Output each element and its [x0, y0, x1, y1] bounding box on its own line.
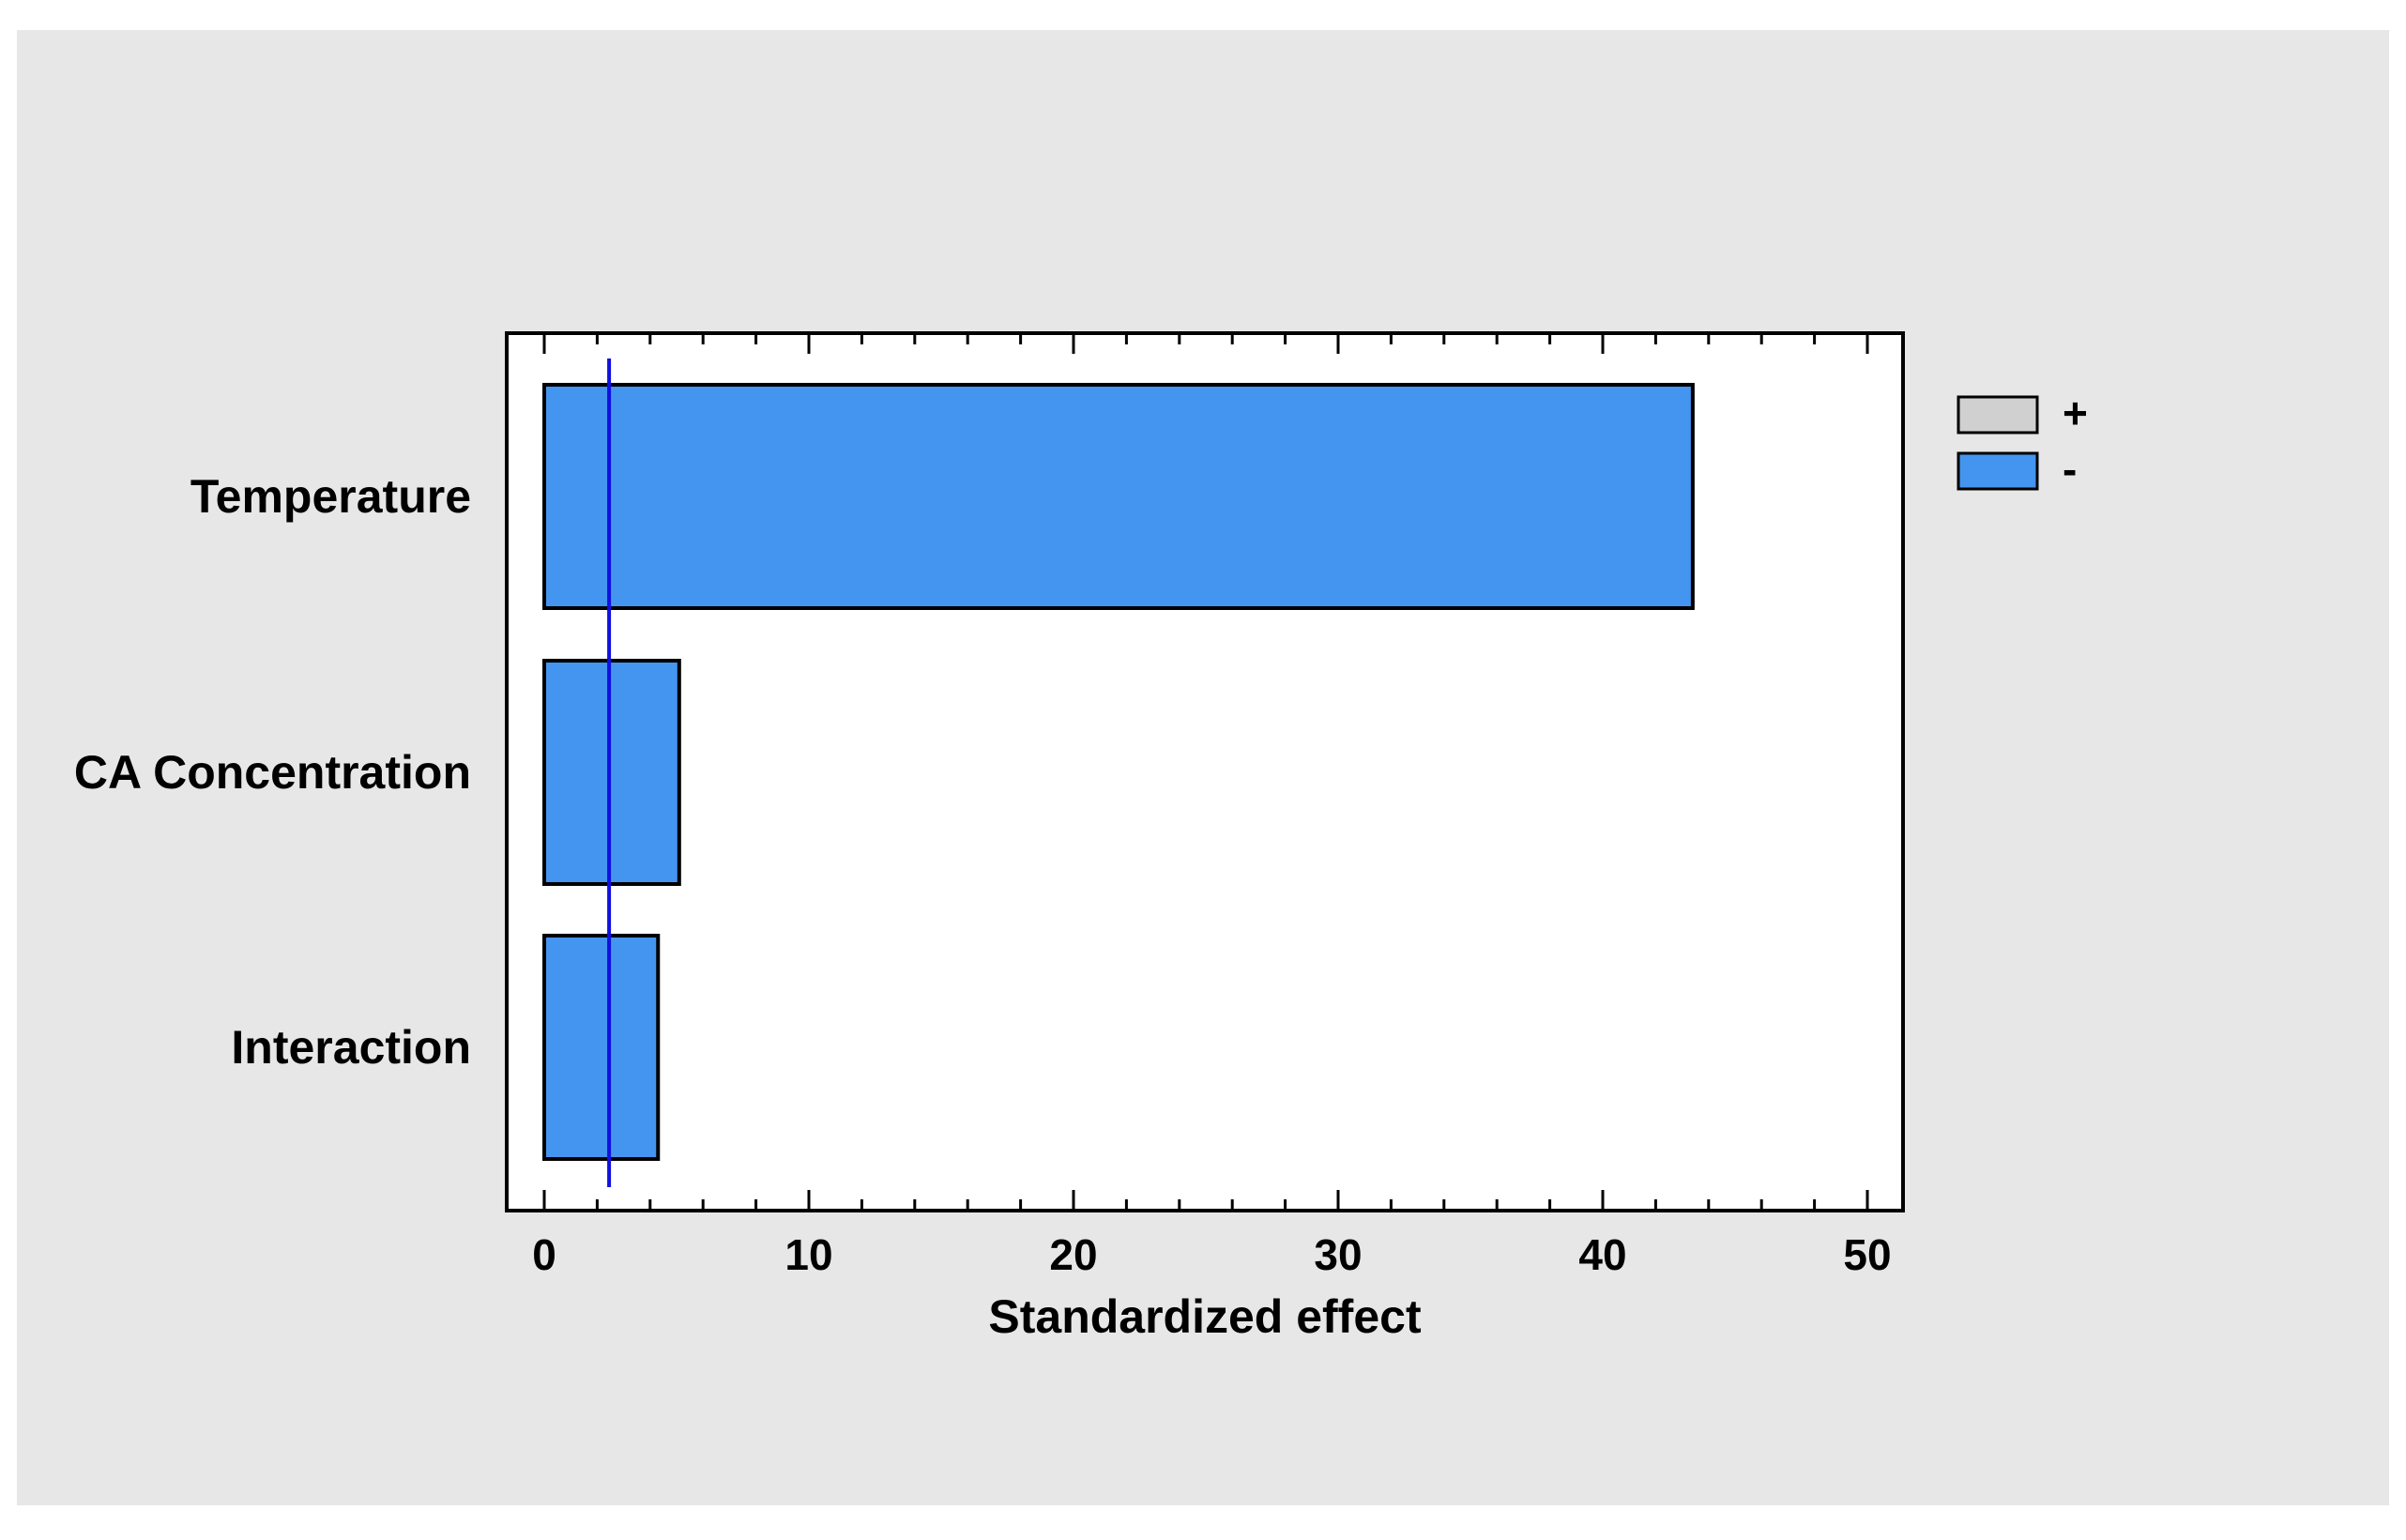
- ticks-layer: 0 10 20 30 40 50: [532, 333, 1892, 1279]
- category-label: Temperature: [190, 470, 471, 523]
- legend: +-: [1957, 389, 2088, 494]
- x-tick-label: 30: [1314, 1230, 1362, 1279]
- legend-label: -: [2063, 445, 2077, 494]
- x-axis-title: Standardized effect: [988, 1290, 1422, 1343]
- legend-swatch: [1957, 395, 2039, 435]
- category-labels: Temperature CA Concentration Interaction: [74, 470, 471, 1074]
- x-tick-label: 10: [784, 1230, 832, 1279]
- bar-ca-concentration: [542, 659, 681, 886]
- legend-label: +: [2063, 389, 2088, 437]
- bar-interaction: [542, 934, 661, 1161]
- category-label: CA Concentration: [74, 746, 471, 799]
- legend-swatch: [1957, 451, 2039, 491]
- x-tick-label: 50: [1843, 1230, 1891, 1279]
- plot-frame: [505, 331, 1905, 1212]
- x-tick-label: 20: [1049, 1230, 1097, 1279]
- category-label: Interaction: [231, 1021, 471, 1074]
- x-tick-label: 40: [1578, 1230, 1626, 1279]
- x-tick-label: 0: [532, 1230, 556, 1279]
- bars-layer: [542, 383, 1695, 1161]
- bar-temperature: [542, 383, 1695, 610]
